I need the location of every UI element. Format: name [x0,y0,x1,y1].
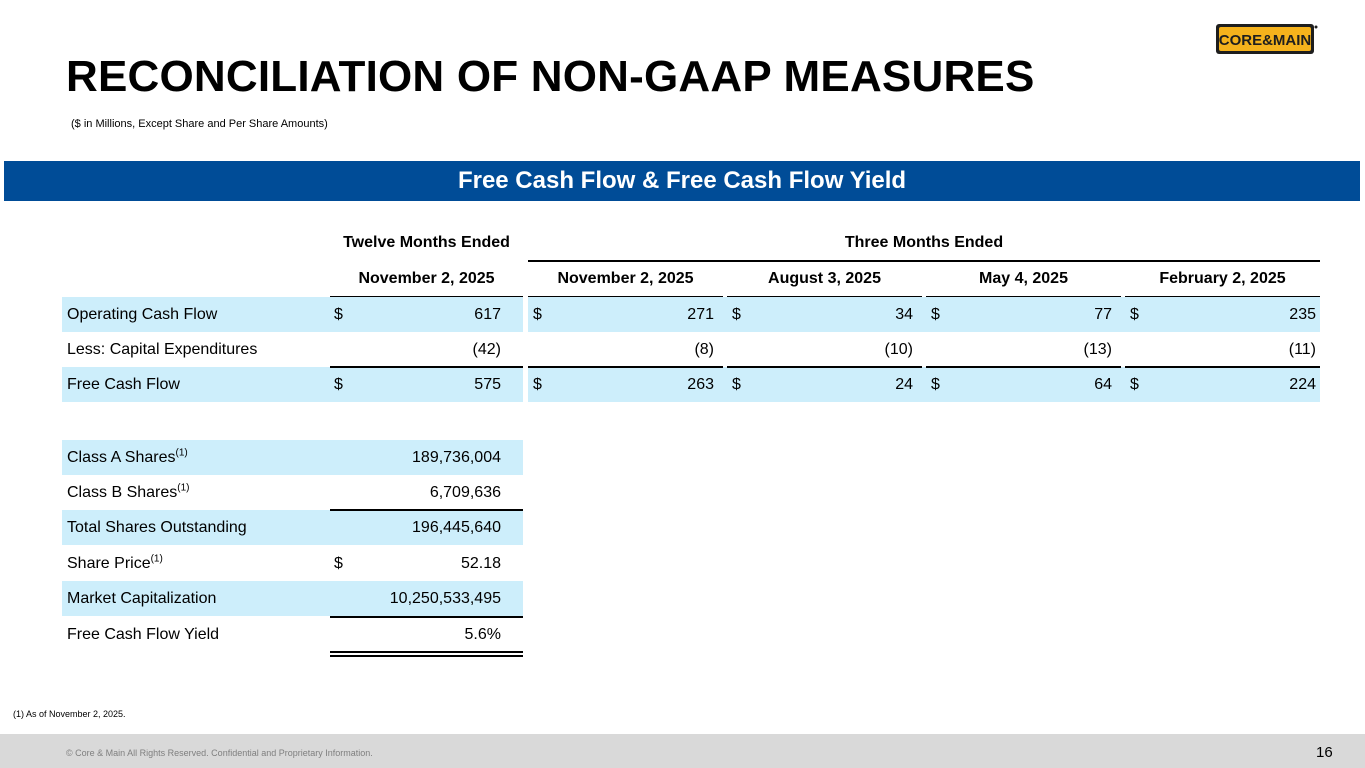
section-banner: Free Cash Flow & Free Cash Flow Yield [4,161,1360,201]
row-label: Market Capitalization [67,581,216,616]
cell-value: 64 [1094,376,1112,393]
row-label-text: Share Price [67,555,151,572]
cell-value: 77 [1094,306,1112,323]
col-header-1: November 2, 2025 [358,270,495,287]
row-highlight [528,297,1320,332]
shares-row: Class B Shares(1) 6,709,636 [0,475,600,510]
dollar-sign: $ [533,306,542,323]
footer-bar [0,734,1365,768]
row-highlight [528,367,1320,402]
subtotal-rule [727,366,922,368]
cell-value: 235 [1289,306,1316,323]
page-number: 16 [1316,744,1333,761]
subtotal-rule [1125,366,1320,368]
three-months-rule [528,260,1320,262]
row-label: Share Price(1) [67,546,163,581]
header-twelve-months: Twelve Months Ended [343,234,510,251]
dollar-sign: $ [334,555,343,572]
footnote: (1) As of November 2, 2025. [13,709,126,719]
row-label-text: Market Capitalization [67,590,217,607]
page-subtitle: ($ in Millions, Except Share and Per Sha… [71,118,328,130]
shares-row: Class A Shares(1) 189,736,004 [0,440,600,475]
dollar-sign: $ [732,376,741,393]
banner-title: Free Cash Flow & Free Cash Flow Yield [457,167,907,194]
table-row: Less: Capital Expenditures (42) (8) (10) (13… [0,332,1365,367]
subtotal-rule [330,366,523,368]
cell-value: (10) [884,341,913,358]
row-highlight [62,297,523,332]
cell-value: 271 [687,306,714,323]
cell-value: 575 [474,376,501,393]
dollar-sign: $ [334,306,343,323]
row-label: Free Cash Flow Yield [67,617,219,652]
row-label: Class A Shares(1) [67,440,188,475]
dollar-sign: $ [1130,306,1139,323]
cell-value: 224 [1289,376,1316,393]
dollar-sign: $ [931,306,940,323]
row-label: Operating Cash Flow [67,306,218,323]
cell-value: (11) [1288,341,1316,358]
row-label-text: Class B Shares [67,484,178,501]
logo-text: CORE&MAIN [1219,32,1312,49]
double-underline [330,651,523,653]
dollar-sign: $ [732,306,741,323]
cell-value: 10,250,533,495 [389,590,501,607]
double-underline [330,655,523,657]
shares-row: Market Capitalization 10,250,533,495 [0,581,600,616]
dollar-sign: $ [931,376,940,393]
col-header-4: May 4, 2025 [979,270,1068,287]
col-header-5: February 2, 2025 [1159,270,1286,287]
shares-row: Total Shares Outstanding 196,445,640 [0,510,600,545]
header-three-months: Three Months Ended [844,234,1004,251]
footnote-marker: (1) [175,447,188,459]
row-label: Free Cash Flow [67,376,180,393]
copyright-text: © Core & Main All Rights Reserved. Confi… [66,748,373,758]
cell-value: 34 [895,306,913,323]
footnote-marker: (1) [150,553,163,565]
core-and-main-logo: CORE&MAIN [1216,24,1318,54]
row-highlight [62,510,523,545]
subtotal-rule [926,366,1121,368]
dollar-sign: $ [1130,376,1139,393]
row-label-text: Total Shares Outstanding [67,519,247,536]
subtotal-rule [528,366,723,368]
table-row: Free Cash Flow $575 $263 $24 $64 $224 [0,367,1365,402]
cell-value: 24 [895,376,913,393]
subtotal-rule [330,616,523,618]
row-label-text: Free Cash Flow Yield [67,626,220,643]
cell-value: (13) [1083,341,1112,358]
subtotal-rule [330,509,523,511]
table-row: Operating Cash Flow $617 $271 $34 $77 $235 [0,297,1365,332]
cell-value: 5.6% [464,626,501,643]
row-highlight [62,440,523,475]
page-title: RECONCILIATION OF NON-GAAP MEASURES [66,52,1035,101]
cell-value: 52.18 [460,555,501,572]
shares-row: Share Price(1) $52.18 [0,546,600,581]
shares-row: Free Cash Flow Yield 5.6% [0,617,600,652]
dollar-sign: $ [533,376,542,393]
cell-value: (42) [472,341,501,358]
row-highlight [62,367,523,402]
row-label-text: Class A Shares [67,449,176,466]
col-header-2: November 2, 2025 [557,270,694,287]
cell-value: 617 [474,306,501,323]
cell-value: 6,709,636 [429,484,501,501]
dollar-sign: $ [334,376,343,393]
cell-value: 196,445,640 [412,519,501,536]
footnote-marker: (1) [177,482,190,494]
row-label: Class B Shares(1) [67,475,190,510]
cell-value: 263 [687,376,714,393]
row-highlight [62,581,523,616]
row-label: Total Shares Outstanding [67,510,247,545]
col-header-3: August 3, 2025 [768,270,881,287]
row-label: Less: Capital Expenditures [67,341,258,358]
cell-value: (8) [694,341,714,358]
cell-value: 189,736,004 [412,449,501,466]
